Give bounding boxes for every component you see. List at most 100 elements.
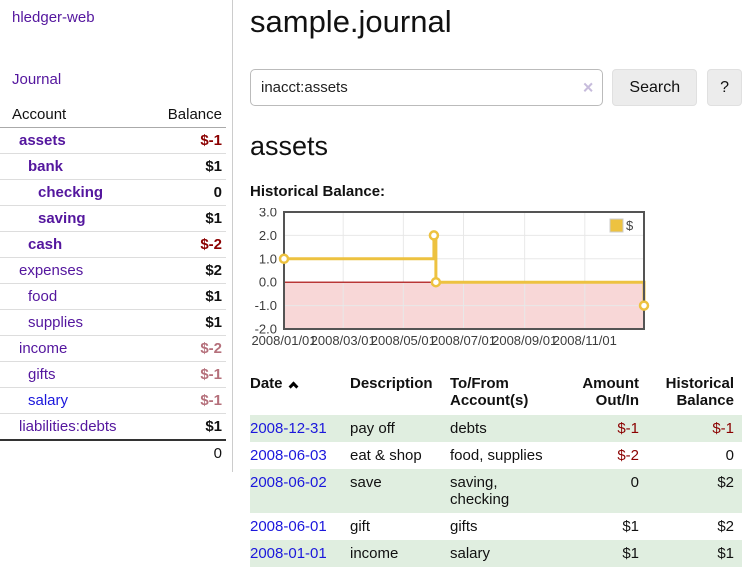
transaction-date-link[interactable]: 2008-06-03 <box>250 447 327 464</box>
account-link[interactable]: supplies <box>28 314 84 331</box>
sidebar-nav: Journal <box>0 71 226 89</box>
account-link[interactable]: saving <box>38 210 86 227</box>
search-field-wrap: × <box>250 69 604 106</box>
y-tick-label: -1.0 <box>255 298 277 313</box>
transaction-amount: 0 <box>630 474 639 491</box>
transaction-date-link[interactable]: 2008-01-01 <box>250 545 327 562</box>
account-balance: $1 <box>149 153 226 180</box>
data-point <box>638 300 650 311</box>
account-row: saving $1 <box>0 205 226 232</box>
register-header-date-label: Date <box>250 375 283 392</box>
account-name-cell: cash <box>0 231 150 258</box>
account-balance: $-1 <box>149 361 226 388</box>
accounts-total-spacer <box>0 439 150 466</box>
x-tick-label: 2008/05/01 <box>371 333 436 348</box>
account-row: food $1 <box>0 283 226 310</box>
transaction-date-link[interactable]: 2008-06-02 <box>250 474 327 491</box>
account-balance: $2 <box>149 257 226 284</box>
y-tick-label: 1.0 <box>259 251 277 266</box>
y-tick-label: 3.0 <box>259 208 277 220</box>
account-row: assets $-1 <box>0 127 226 154</box>
transaction-amount: $-2 <box>617 447 639 464</box>
account-balance: $-1 <box>149 127 226 154</box>
app-brand-link[interactable]: hledger-web <box>12 9 95 26</box>
historical-balance-chart: 2008/01/01 2008/03/01 2008/05/01 2008/07/01… <box>250 205 742 355</box>
caret-up-icon <box>288 381 298 392</box>
account-link[interactable]: cash <box>28 236 63 253</box>
search-input[interactable] <box>250 69 604 106</box>
transaction-date-cell: 2008-06-02 <box>250 469 350 513</box>
account-balance: $1 <box>149 283 226 310</box>
register-row: 2008-06-03 eat & shop food, supplies $-2 0 <box>250 442 742 469</box>
transaction-date-link[interactable]: 2008-06-01 <box>250 518 327 535</box>
account-link[interactable]: food <box>28 288 58 305</box>
main-content: sample.journal × Search ? assets Histori… <box>250 0 742 567</box>
y-tick-label: -2.0 <box>255 322 277 337</box>
register-header-balance: Historical Balance <box>665 375 734 409</box>
transaction-balance: $2 <box>717 474 734 491</box>
account-balance: $1 <box>205 418 222 435</box>
x-tick-label: 2008/01/01 <box>251 333 316 348</box>
y-tick-label: 0.0 <box>259 275 277 290</box>
account-row: cash $-2 <box>0 231 226 258</box>
account-link[interactable]: liabilities:debts <box>19 418 117 435</box>
transaction-date-link[interactable]: 2008-12-31 <box>250 420 327 437</box>
accounts-total-balance: 0 <box>149 439 226 466</box>
account-name-cell: food <box>0 283 150 310</box>
x-tick-label: 2008/07/01 <box>431 333 496 348</box>
account-name-cell: gifts <box>0 361 150 388</box>
transaction-description: eat & shop <box>350 447 422 464</box>
account-name-cell: liabilities:debts <box>0 414 149 441</box>
transaction-amount: $1 <box>622 518 639 535</box>
search-button[interactable]: Search <box>612 69 698 106</box>
register-header-row: Date Description To/From Account(s) Amou… <box>250 370 742 415</box>
data-point <box>278 253 290 265</box>
data-point <box>430 276 442 288</box>
account-row: gifts $-1 <box>0 361 226 388</box>
account-balance: $-2 <box>149 231 226 258</box>
data-point <box>428 230 440 241</box>
register-table: Date Description To/From Account(s) Amou… <box>250 370 742 567</box>
transaction-date-cell: 2008-06-03 <box>250 442 350 469</box>
account-row: liabilities:debts $1 <box>0 414 226 441</box>
transaction-balance: $-1 <box>712 420 734 437</box>
transaction-balance: $2 <box>717 518 734 535</box>
account-link[interactable]: checking <box>38 184 104 201</box>
register-header-amount: Amount Out/In <box>582 375 639 409</box>
account-link[interactable]: gifts <box>28 366 56 383</box>
accounts-total-row: 0 <box>0 439 226 466</box>
plot-border <box>283 211 645 330</box>
sidebar: hledger-web Journal Account Balance asse… <box>0 0 233 472</box>
clear-search-icon[interactable]: × <box>582 77 594 98</box>
account-link[interactable]: income <box>19 340 68 357</box>
transaction-date-cell: 2008-01-01 <box>250 540 350 567</box>
account-name-cell: supplies <box>0 309 150 336</box>
accounts-table-body: assets $-1 bank $1 checking 0 saving $1 cash $-2 e… <box>0 127 226 441</box>
register-header-date[interactable]: Date <box>250 370 350 415</box>
search-form: × Search ? <box>250 69 742 106</box>
account-link[interactable]: salary <box>28 392 69 409</box>
register-row: 2008-06-01 gift gifts $1 $2 <box>250 513 742 540</box>
transaction-accounts: gifts <box>450 518 478 535</box>
transaction-accounts: salary <box>450 545 491 562</box>
accounts-header-row: Account Balance <box>0 102 226 128</box>
account-link[interactable]: assets <box>19 132 66 149</box>
help-button[interactable]: ? <box>707 69 742 106</box>
x-tick-label: 2008/11/01 <box>553 333 617 348</box>
account-row: salary $-1 <box>0 387 226 414</box>
sidebar-item-journal[interactable]: Journal <box>12 71 62 88</box>
account-row: expenses $2 <box>0 257 226 284</box>
legend-swatch <box>609 218 624 233</box>
transaction-accounts: debts <box>450 420 487 437</box>
account-name-cell: checking <box>0 179 150 206</box>
account-balance: $1 <box>149 205 226 232</box>
account-name-cell: income <box>0 335 150 362</box>
y-tick-label: 2.0 <box>259 228 277 243</box>
account-link[interactable]: expenses <box>19 262 84 279</box>
account-link[interactable]: bank <box>28 158 64 175</box>
register-row: 2008-01-01 income salary $1 $1 <box>250 540 742 567</box>
account-name-cell: saving <box>0 205 150 232</box>
transaction-description: save <box>350 474 382 491</box>
register-row: 2008-06-02 save saving, checking 0 $2 <box>250 469 742 513</box>
